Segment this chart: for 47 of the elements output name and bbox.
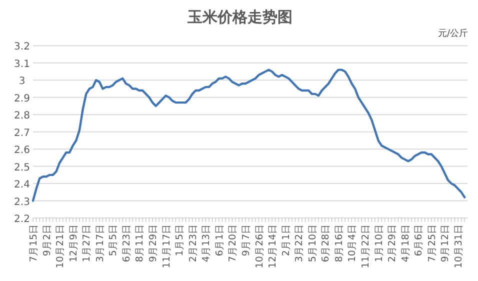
y-tick-label: 2.4	[14, 180, 30, 191]
x-tick-label: 10月31日	[453, 224, 464, 268]
x-tick-label: 5月5日	[108, 224, 120, 256]
x-tick-label: 11月17日	[161, 224, 172, 268]
x-tick-label: 8月11日	[134, 224, 146, 262]
x-tick-label: 1月5日	[174, 224, 186, 256]
y-axis-title: 元/公斤	[438, 28, 468, 39]
x-tick-label: 6月28日	[320, 224, 332, 262]
x-tick-label: 1月27日	[82, 224, 93, 262]
x-tick-label: 10月21日	[55, 224, 66, 268]
x-tick-label: 7月25日	[426, 224, 438, 262]
y-tick-label: 2.9	[14, 93, 30, 104]
x-tick-label: 2月1日	[280, 224, 292, 256]
y-tick-label: 2.5	[14, 162, 30, 174]
x-tick-label: 10月4日	[347, 224, 358, 262]
y-tick-label: 2.8	[14, 110, 30, 122]
x-tick-label: 9月12日	[440, 224, 452, 262]
x-tick-label: 6月23日	[121, 224, 132, 262]
line-series	[32, 68, 466, 202]
x-tick-label: 2月23日	[188, 224, 199, 262]
x-tick-label: 6月6日	[414, 224, 425, 256]
x-tick-label: 4月18日	[400, 224, 412, 262]
y-tick-label: 2.3	[14, 196, 30, 208]
chart-title: 玉米价格走势图	[186, 8, 292, 26]
x-tick-label: 3月22日	[294, 224, 306, 262]
y-tick-label: 3	[18, 76, 26, 88]
x-tick-label: 7月15日	[28, 224, 40, 262]
y-tick-label: 2.7	[14, 128, 30, 139]
y-tick-label: 3.2	[14, 42, 30, 53]
x-tick-label: 7月20日	[228, 224, 239, 262]
x-tick-label: 8月16日	[334, 224, 345, 262]
x-tick-label: 11月22日	[360, 224, 372, 268]
y-tick-label: 2.2	[14, 214, 30, 225]
y-tick-label: 2.6	[14, 145, 30, 156]
x-tick-label: 9月2日	[42, 224, 53, 256]
x-tick-label: 1月10日	[374, 224, 385, 262]
x-tick-label: 6月1日	[214, 224, 226, 256]
x-tick-label: 2月29日	[387, 224, 398, 262]
x-tick-label: 10月26日	[254, 224, 266, 268]
x-tick-label: 9月7日	[240, 224, 252, 256]
x-tick-label: 9月29日	[148, 224, 160, 262]
x-tick-label: 12月14日	[268, 224, 279, 268]
x-tick-label: 4月13日	[201, 224, 212, 262]
x-tick-label: 12月9日	[68, 224, 80, 262]
y-tick-label: 3.1	[14, 58, 30, 70]
x-tick-label: 3月17日	[94, 224, 106, 262]
x-tick-label: 5月10日	[307, 224, 318, 262]
